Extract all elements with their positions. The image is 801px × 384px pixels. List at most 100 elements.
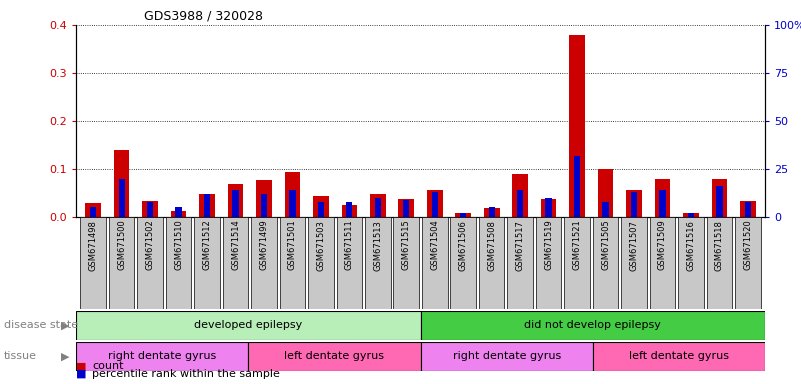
Text: count: count: [92, 361, 123, 371]
Bar: [199, 194, 215, 217]
Bar: [227, 184, 244, 217]
FancyBboxPatch shape: [308, 217, 334, 309]
FancyBboxPatch shape: [421, 311, 765, 340]
FancyBboxPatch shape: [706, 217, 732, 309]
Text: GSM671508: GSM671508: [487, 220, 496, 271]
Text: GSM671517: GSM671517: [516, 220, 525, 271]
FancyBboxPatch shape: [166, 217, 191, 309]
Text: right dentate gyrus: right dentate gyrus: [453, 351, 561, 361]
Bar: [541, 199, 557, 217]
Bar: [570, 35, 585, 217]
Text: GSM671504: GSM671504: [430, 220, 439, 270]
Bar: [683, 213, 698, 217]
Bar: [489, 207, 495, 217]
Bar: [90, 207, 96, 217]
Text: left dentate gyrus: left dentate gyrus: [284, 351, 384, 361]
Text: left dentate gyrus: left dentate gyrus: [629, 351, 729, 361]
FancyBboxPatch shape: [194, 217, 219, 309]
FancyBboxPatch shape: [678, 217, 704, 309]
Text: GSM671514: GSM671514: [231, 220, 240, 270]
Bar: [375, 198, 381, 217]
FancyBboxPatch shape: [450, 217, 476, 309]
Text: GSM671500: GSM671500: [117, 220, 126, 270]
Bar: [484, 209, 500, 217]
Text: developed epilepsy: developed epilepsy: [194, 320, 303, 331]
Bar: [513, 174, 528, 217]
Text: GSM671520: GSM671520: [743, 220, 752, 270]
Bar: [403, 200, 409, 217]
Text: GSM671521: GSM671521: [573, 220, 582, 270]
Text: GSM671513: GSM671513: [373, 220, 382, 271]
Bar: [289, 190, 296, 217]
Bar: [204, 194, 210, 217]
FancyBboxPatch shape: [507, 217, 533, 309]
Text: ▶: ▶: [61, 320, 70, 331]
FancyBboxPatch shape: [365, 217, 391, 309]
FancyBboxPatch shape: [735, 217, 761, 309]
Text: GSM671510: GSM671510: [174, 220, 183, 270]
Text: GSM671501: GSM671501: [288, 220, 297, 270]
FancyBboxPatch shape: [393, 217, 419, 309]
Bar: [256, 180, 272, 217]
Bar: [346, 202, 352, 217]
FancyBboxPatch shape: [109, 217, 135, 309]
Text: GSM671506: GSM671506: [459, 220, 468, 271]
FancyBboxPatch shape: [223, 217, 248, 309]
Bar: [175, 207, 182, 217]
Bar: [517, 190, 523, 217]
Text: GSM671519: GSM671519: [544, 220, 553, 270]
FancyBboxPatch shape: [622, 217, 647, 309]
Text: GSM671507: GSM671507: [630, 220, 638, 271]
Bar: [398, 199, 414, 217]
Text: GSM671509: GSM671509: [658, 220, 667, 270]
Bar: [631, 192, 637, 217]
Text: right dentate gyrus: right dentate gyrus: [108, 351, 216, 361]
Text: tissue: tissue: [4, 351, 37, 361]
Bar: [86, 203, 101, 217]
Bar: [370, 194, 385, 217]
Bar: [716, 186, 723, 217]
FancyBboxPatch shape: [336, 217, 362, 309]
Text: GSM671516: GSM671516: [686, 220, 695, 271]
Bar: [119, 179, 125, 217]
FancyBboxPatch shape: [593, 217, 618, 309]
Text: GSM671499: GSM671499: [260, 220, 268, 270]
Text: did not develop epilepsy: did not develop epilepsy: [525, 320, 661, 331]
Bar: [602, 202, 609, 217]
FancyBboxPatch shape: [479, 217, 505, 309]
FancyBboxPatch shape: [80, 217, 106, 309]
FancyBboxPatch shape: [536, 217, 562, 309]
FancyBboxPatch shape: [593, 342, 765, 371]
Bar: [143, 201, 158, 217]
Bar: [456, 213, 471, 217]
FancyBboxPatch shape: [421, 342, 593, 371]
FancyBboxPatch shape: [137, 217, 163, 309]
Text: GSM671518: GSM671518: [715, 220, 724, 271]
Bar: [341, 205, 357, 217]
Bar: [745, 202, 751, 217]
FancyBboxPatch shape: [422, 217, 448, 309]
Text: GSM671512: GSM671512: [203, 220, 211, 270]
Bar: [284, 172, 300, 217]
FancyBboxPatch shape: [76, 311, 421, 340]
Text: ▶: ▶: [61, 351, 70, 361]
Text: ■: ■: [76, 361, 87, 371]
Bar: [114, 150, 130, 217]
FancyBboxPatch shape: [76, 342, 248, 371]
Text: GSM671515: GSM671515: [402, 220, 411, 270]
Bar: [147, 202, 153, 217]
Bar: [598, 169, 614, 217]
Bar: [171, 211, 187, 217]
FancyBboxPatch shape: [650, 217, 675, 309]
Bar: [232, 190, 239, 217]
Text: GSM671503: GSM671503: [316, 220, 325, 271]
Bar: [711, 179, 727, 217]
FancyBboxPatch shape: [564, 217, 590, 309]
Bar: [318, 202, 324, 217]
Bar: [574, 156, 580, 217]
FancyBboxPatch shape: [248, 342, 421, 371]
Text: GSM671511: GSM671511: [345, 220, 354, 270]
Text: GSM671505: GSM671505: [601, 220, 610, 270]
Bar: [261, 194, 267, 217]
Text: GSM671502: GSM671502: [146, 220, 155, 270]
